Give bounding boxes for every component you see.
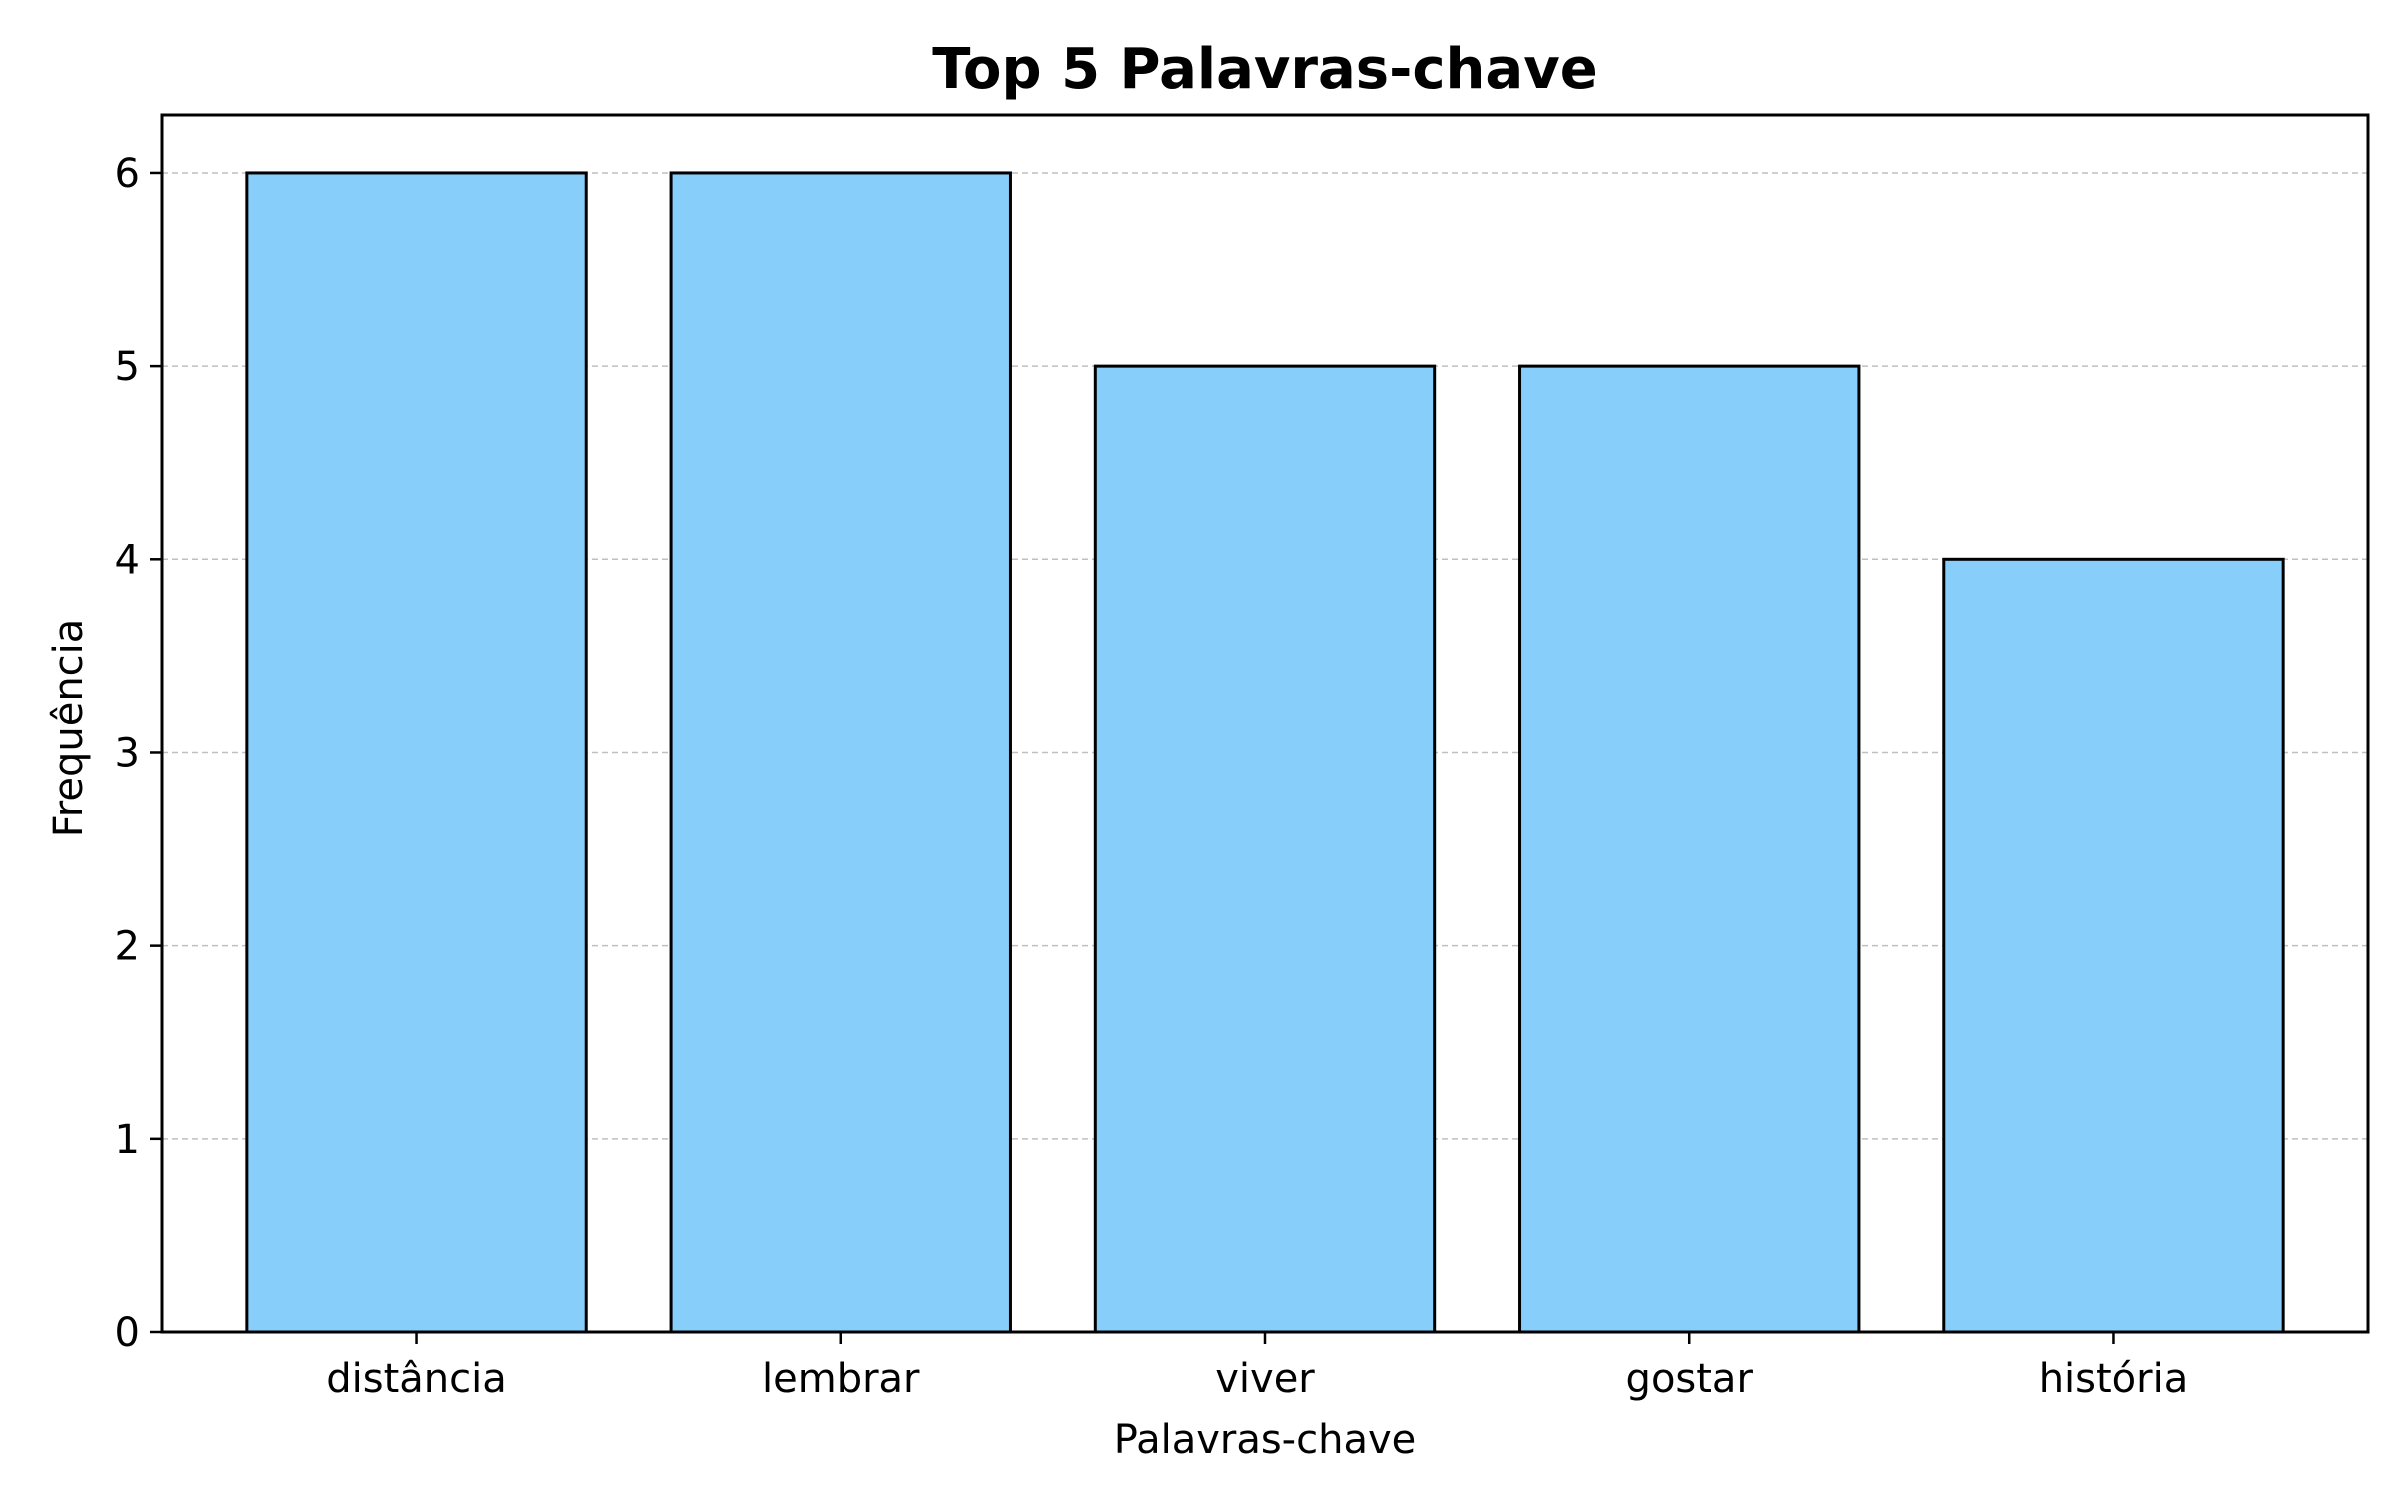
y-tick-label-6: 6 (115, 151, 140, 197)
y-tick-label-2: 2 (115, 924, 140, 970)
bar-3 (1518, 364, 1861, 1334)
x-tick-label-3: gostar (1626, 1356, 1754, 1402)
x-tick-label-0: distância (326, 1356, 507, 1402)
x-axis-ticks: distância lembrar viver gostar história (326, 1332, 2188, 1402)
y-tick-label-4: 4 (115, 537, 140, 583)
chart-title: Top 5 Palavras-chave (932, 37, 1597, 102)
plot-frame (160, 113, 2370, 1334)
x-tick-label-1: lembrar (762, 1356, 920, 1402)
bar-4 (1942, 557, 2285, 1334)
x-tick-label-4: história (2039, 1356, 2189, 1402)
bar-0 (245, 171, 588, 1334)
x-axis-label: Palavras-chave (1114, 1417, 1417, 1463)
y-tick-label-3: 3 (115, 730, 140, 776)
bar-1 (669, 171, 1012, 1334)
y-tick-label-5: 5 (115, 344, 140, 390)
y-axis-label: Frequência (46, 619, 92, 838)
bar-2 (1093, 364, 1437, 1334)
y-axis-ticks: 0 1 2 3 4 5 6 (115, 151, 162, 1356)
y-tick-label-0: 0 (115, 1310, 140, 1356)
bars (245, 171, 2285, 1334)
y-tick-label-1: 1 (115, 1117, 140, 1163)
x-tick-label-2: viver (1215, 1356, 1315, 1402)
